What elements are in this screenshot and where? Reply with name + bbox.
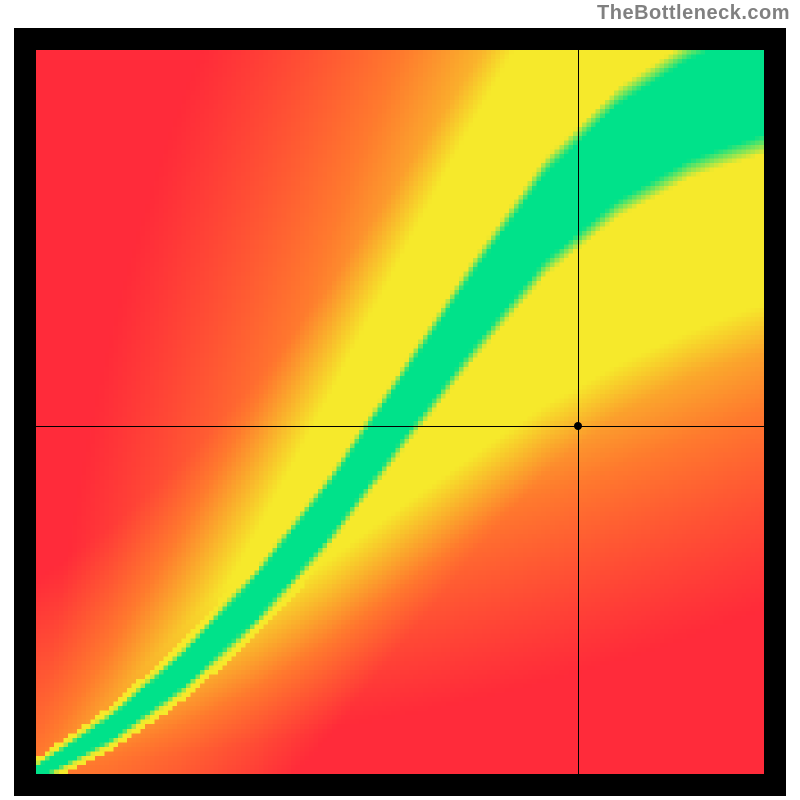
chart-frame xyxy=(14,28,786,796)
heatmap-canvas xyxy=(36,50,764,774)
watermark-text: TheBottleneck.com xyxy=(597,2,790,25)
chart-container: TheBottleneck.com xyxy=(0,0,800,800)
chart-plot-area xyxy=(36,50,764,774)
data-marker xyxy=(574,422,582,430)
crosshair-vertical xyxy=(578,50,579,774)
crosshair-horizontal xyxy=(36,426,764,427)
